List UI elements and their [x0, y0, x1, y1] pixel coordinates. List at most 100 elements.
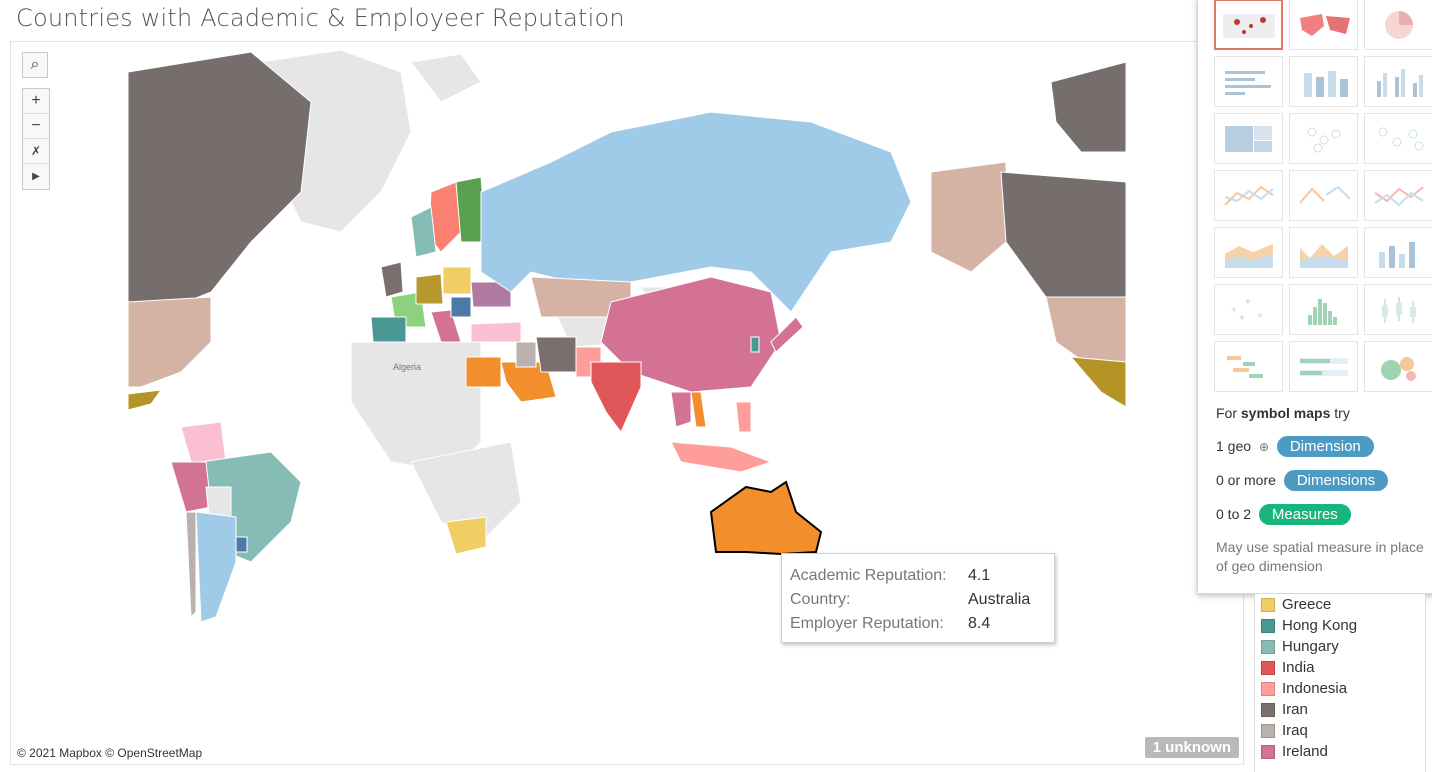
- hint-dims-label: 0 or more: [1216, 472, 1276, 488]
- china-shape: [600, 276, 782, 393]
- legend-label: Hong Kong: [1282, 617, 1358, 634]
- iraq-shape: [515, 341, 537, 368]
- measures-pill: Measures: [1258, 504, 1351, 525]
- scatter-plot-thumb[interactable]: + + + +: [1214, 284, 1283, 335]
- tooltip-row: Country: Australia: [790, 588, 1046, 612]
- play-icon[interactable]: ▶: [23, 164, 49, 189]
- legend-item[interactable]: India: [1255, 657, 1425, 678]
- legend-swatch: [1261, 744, 1275, 759]
- pie-chart-thumb[interactable]: [1364, 0, 1432, 50]
- tooltip-row: Employer Reputation: 8.4: [790, 612, 1046, 636]
- bullet-graph-thumb[interactable]: [1289, 341, 1358, 392]
- argentina-shape: [195, 511, 237, 623]
- zoom-out-button[interactable]: −: [23, 114, 49, 139]
- russia-shape: [480, 111, 912, 313]
- legend-label: Ireland: [1282, 743, 1328, 760]
- hint-measures: 0 to 2 Measures: [1216, 504, 1351, 525]
- hbar-thumb[interactable]: [1214, 56, 1283, 107]
- indonesia-shape: [670, 441, 773, 473]
- zoom-in-button[interactable]: +: [23, 89, 49, 114]
- vietnam-shape: [690, 391, 707, 428]
- india-shape: [590, 361, 642, 433]
- hint-geo: 1 geo ⊕ Dimension: [1216, 436, 1374, 457]
- legend-item[interactable]: Indonesia: [1255, 678, 1425, 699]
- unknown-badge[interactable]: 1 unknown: [1144, 737, 1239, 758]
- chart-type-grid: + + + +: [1214, 0, 1432, 392]
- legend-swatch: [1261, 702, 1275, 717]
- dual-line-thumb[interactable]: [1364, 170, 1432, 221]
- treemap-thumb[interactable]: [1214, 113, 1283, 164]
- tooltip-value: Australia: [968, 591, 1031, 608]
- legend-item[interactable]: Ireland: [1255, 741, 1425, 762]
- map-toolbar: ⌕ + − ✗ ▶: [22, 52, 50, 190]
- tooltip-row: Academic Reputation: 4.1: [790, 564, 1046, 588]
- dimensions-pill: Dimensions: [1283, 470, 1389, 491]
- packed-bubbles-thumb[interactable]: [1364, 341, 1432, 392]
- world-map[interactable]: Algeria: [11, 42, 1243, 764]
- show-me-panel: + + + + For symbol maps try 1 geo ⊕ Dimensi…: [1197, 0, 1432, 594]
- australia-shape: [709, 480, 823, 556]
- spain-shape: [370, 316, 407, 343]
- mexico-shape: [127, 389, 163, 411]
- usa-east-shape: [1045, 296, 1127, 368]
- peru-shape: [170, 461, 212, 513]
- box-whisker-thumb[interactable]: [1364, 284, 1432, 335]
- filled-map-thumb[interactable]: [1289, 0, 1358, 50]
- canada-east-shape: [1000, 171, 1127, 298]
- austria-shape: [450, 296, 472, 318]
- central-africa-land: [410, 441, 522, 543]
- canada-shape: [127, 51, 312, 313]
- legend-swatch: [1261, 639, 1275, 654]
- tooltip-value: 8.4: [968, 615, 991, 632]
- thailand-shape: [670, 391, 692, 428]
- legend-label: Iran: [1282, 701, 1308, 718]
- uk-shape: [380, 261, 404, 298]
- gantt-chart-thumb[interactable]: [1214, 341, 1283, 392]
- germany-shape: [415, 273, 444, 305]
- legend-label: Indonesia: [1282, 680, 1348, 697]
- sweden-shape: [410, 206, 437, 258]
- symbol-map-thumb[interactable]: [1214, 0, 1283, 50]
- legend-item[interactable]: Hong Kong: [1255, 615, 1425, 636]
- tooltip-label: Country:: [790, 591, 851, 608]
- dual-combination-thumb[interactable]: [1364, 227, 1432, 278]
- line-continuous-thumb[interactable]: [1214, 170, 1283, 221]
- svg-text:+: +: [1245, 297, 1251, 308]
- alaska-shape: [930, 161, 1007, 273]
- iran-shape: [535, 336, 577, 373]
- hint-geo-label: 1 geo: [1216, 438, 1252, 454]
- legend-label: Iraq: [1282, 722, 1308, 739]
- hint-measures-label: 0 to 2: [1216, 506, 1252, 522]
- map-attribution[interactable]: © 2021 Mapbox © OpenStreetMap: [17, 746, 203, 760]
- svg-text:+: +: [1239, 313, 1245, 324]
- hint-title: For symbol maps try: [1216, 405, 1350, 421]
- circle-view-thumb[interactable]: [1289, 113, 1358, 164]
- legend-item[interactable]: Greece: [1255, 594, 1425, 615]
- side-by-side-circle-thumb[interactable]: [1364, 113, 1432, 164]
- side-by-side-bar-thumb[interactable]: [1364, 56, 1432, 107]
- colombia-shape: [180, 421, 227, 463]
- legend-item[interactable]: Hungary: [1255, 636, 1425, 657]
- hint-for-text: For: [1216, 405, 1241, 421]
- histogram-thumb[interactable]: [1289, 284, 1358, 335]
- stacked-bar-thumb[interactable]: [1289, 56, 1358, 107]
- area-continuous-thumb[interactable]: [1214, 227, 1283, 278]
- zoom-controls: + − ✗ ▶: [22, 88, 50, 190]
- area-discrete-thumb[interactable]: [1289, 227, 1358, 278]
- legend-swatch: [1261, 723, 1275, 738]
- legend-item[interactable]: Iran: [1255, 699, 1425, 720]
- map-view[interactable]: Algeria ⌕ + − ✗ ▶ © 2021 Mapbox © OpenSt…: [10, 41, 1244, 765]
- svg-text:+: +: [1231, 305, 1237, 316]
- line-discrete-thumb[interactable]: [1289, 170, 1358, 221]
- legend-swatch: [1261, 681, 1275, 696]
- search-icon[interactable]: ⌕: [22, 52, 48, 78]
- italy-shape: [430, 309, 462, 343]
- pin-icon[interactable]: ✗: [23, 139, 49, 164]
- arctic-canada-shape: [1050, 61, 1127, 153]
- tooltip: Academic Reputation: 4.1 Country: Austra…: [781, 553, 1055, 643]
- legend-label: Greece: [1282, 596, 1332, 613]
- hint-chart-name: symbol maps: [1240, 405, 1331, 421]
- svg-text:+: +: [1257, 311, 1263, 322]
- legend-label: India: [1282, 659, 1315, 676]
- legend-item[interactable]: Iraq: [1255, 720, 1425, 741]
